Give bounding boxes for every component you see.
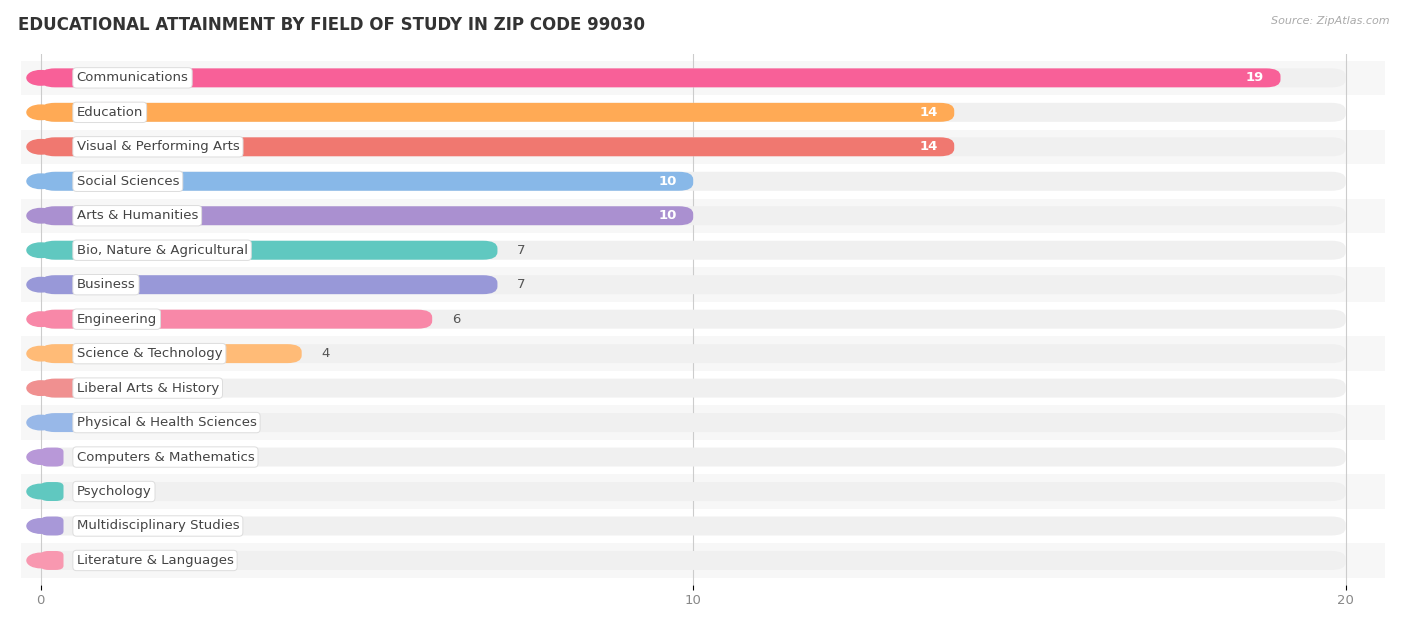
Bar bbox=[21, 544, 1385, 578]
Circle shape bbox=[27, 243, 55, 257]
Text: Visual & Performing Arts: Visual & Performing Arts bbox=[76, 140, 239, 154]
Bar bbox=[21, 130, 1385, 164]
FancyBboxPatch shape bbox=[41, 206, 693, 225]
Text: Computers & Mathematics: Computers & Mathematics bbox=[76, 451, 254, 463]
FancyBboxPatch shape bbox=[41, 241, 498, 260]
Bar bbox=[21, 233, 1385, 267]
Bar bbox=[21, 371, 1385, 405]
FancyBboxPatch shape bbox=[41, 413, 1346, 432]
Text: Liberal Arts & History: Liberal Arts & History bbox=[76, 382, 219, 394]
Text: Business: Business bbox=[76, 278, 135, 291]
Circle shape bbox=[27, 312, 55, 326]
Text: Source: ZipAtlas.com: Source: ZipAtlas.com bbox=[1271, 16, 1389, 26]
Text: 6: 6 bbox=[451, 313, 460, 325]
Text: 2: 2 bbox=[191, 382, 200, 394]
FancyBboxPatch shape bbox=[41, 68, 1346, 87]
Bar bbox=[21, 474, 1385, 509]
Text: Communications: Communications bbox=[76, 71, 188, 84]
Text: 14: 14 bbox=[920, 106, 938, 119]
Text: 10: 10 bbox=[658, 209, 676, 222]
FancyBboxPatch shape bbox=[41, 310, 432, 329]
Bar bbox=[21, 95, 1385, 130]
Bar bbox=[21, 302, 1385, 336]
Circle shape bbox=[27, 450, 55, 465]
FancyBboxPatch shape bbox=[41, 482, 1346, 501]
Text: 10: 10 bbox=[658, 175, 676, 188]
Text: Literature & Languages: Literature & Languages bbox=[76, 554, 233, 567]
Bar bbox=[21, 336, 1385, 371]
FancyBboxPatch shape bbox=[41, 551, 1346, 570]
FancyBboxPatch shape bbox=[41, 379, 1346, 398]
FancyBboxPatch shape bbox=[41, 482, 63, 501]
FancyBboxPatch shape bbox=[41, 413, 105, 432]
Text: Physical & Health Sciences: Physical & Health Sciences bbox=[76, 416, 256, 429]
Circle shape bbox=[27, 381, 55, 396]
Circle shape bbox=[27, 71, 55, 85]
Bar bbox=[21, 509, 1385, 544]
Text: 0: 0 bbox=[73, 554, 82, 567]
Circle shape bbox=[27, 140, 55, 154]
Circle shape bbox=[27, 277, 55, 292]
Text: Science & Technology: Science & Technology bbox=[76, 347, 222, 360]
FancyBboxPatch shape bbox=[41, 241, 1346, 260]
FancyBboxPatch shape bbox=[41, 103, 955, 122]
FancyBboxPatch shape bbox=[41, 447, 63, 466]
Circle shape bbox=[27, 484, 55, 499]
FancyBboxPatch shape bbox=[41, 447, 1346, 466]
FancyBboxPatch shape bbox=[41, 103, 1346, 122]
Text: Arts & Humanities: Arts & Humanities bbox=[76, 209, 198, 222]
FancyBboxPatch shape bbox=[41, 172, 693, 191]
Text: 19: 19 bbox=[1246, 71, 1264, 84]
Text: Multidisciplinary Studies: Multidisciplinary Studies bbox=[76, 520, 239, 533]
Text: Bio, Nature & Agricultural: Bio, Nature & Agricultural bbox=[76, 244, 247, 257]
FancyBboxPatch shape bbox=[41, 137, 1346, 156]
Bar bbox=[21, 267, 1385, 302]
FancyBboxPatch shape bbox=[41, 551, 63, 570]
FancyBboxPatch shape bbox=[41, 206, 1346, 225]
Text: 7: 7 bbox=[517, 244, 526, 257]
Bar bbox=[21, 164, 1385, 198]
Circle shape bbox=[27, 415, 55, 430]
Circle shape bbox=[27, 519, 55, 533]
Circle shape bbox=[27, 174, 55, 188]
Circle shape bbox=[27, 209, 55, 223]
Text: Education: Education bbox=[76, 106, 143, 119]
Text: 4: 4 bbox=[321, 347, 329, 360]
Bar bbox=[21, 61, 1385, 95]
Text: 0: 0 bbox=[73, 485, 82, 498]
Circle shape bbox=[27, 105, 55, 119]
Text: Psychology: Psychology bbox=[76, 485, 152, 498]
FancyBboxPatch shape bbox=[41, 344, 302, 363]
FancyBboxPatch shape bbox=[41, 379, 172, 398]
FancyBboxPatch shape bbox=[41, 516, 63, 535]
FancyBboxPatch shape bbox=[41, 137, 955, 156]
Circle shape bbox=[27, 553, 55, 568]
Text: EDUCATIONAL ATTAINMENT BY FIELD OF STUDY IN ZIP CODE 99030: EDUCATIONAL ATTAINMENT BY FIELD OF STUDY… bbox=[18, 16, 645, 33]
Text: 7: 7 bbox=[517, 278, 526, 291]
Circle shape bbox=[27, 346, 55, 361]
FancyBboxPatch shape bbox=[41, 68, 1281, 87]
Bar bbox=[21, 405, 1385, 440]
FancyBboxPatch shape bbox=[41, 172, 1346, 191]
Text: Social Sciences: Social Sciences bbox=[76, 175, 179, 188]
FancyBboxPatch shape bbox=[41, 275, 1346, 294]
Text: 0: 0 bbox=[73, 520, 82, 533]
Text: 0: 0 bbox=[73, 451, 82, 463]
Text: Engineering: Engineering bbox=[76, 313, 157, 325]
Bar bbox=[21, 198, 1385, 233]
FancyBboxPatch shape bbox=[41, 516, 1346, 535]
Text: 1: 1 bbox=[125, 416, 134, 429]
FancyBboxPatch shape bbox=[41, 310, 1346, 329]
Bar bbox=[21, 440, 1385, 474]
FancyBboxPatch shape bbox=[41, 344, 1346, 363]
FancyBboxPatch shape bbox=[41, 275, 498, 294]
Text: 14: 14 bbox=[920, 140, 938, 154]
